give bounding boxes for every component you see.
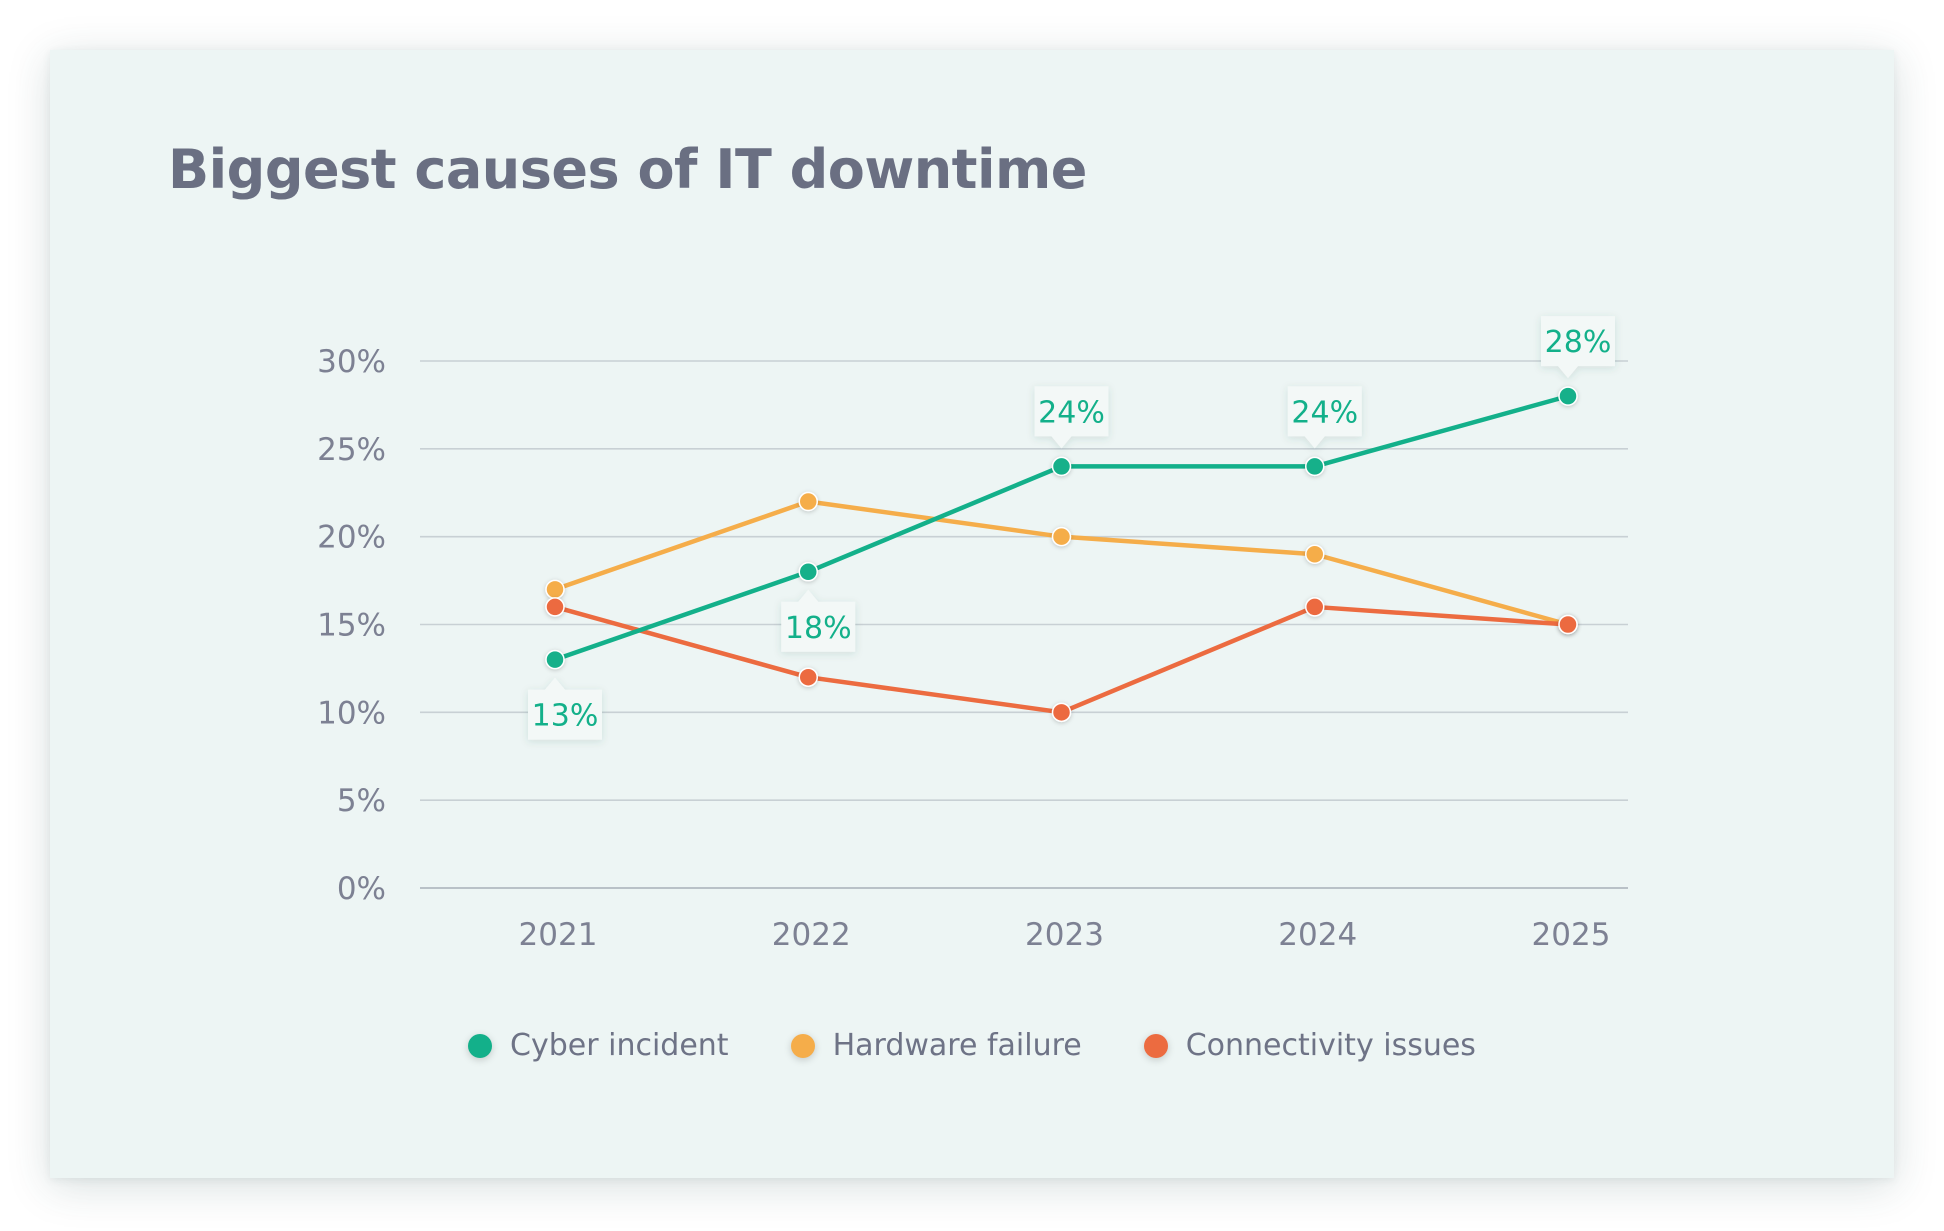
legend-marker-icon bbox=[1143, 1033, 1168, 1058]
x-axis-ticks: 2021 2022 2023 2024 2025 bbox=[519, 917, 1611, 953]
data-label-text: 28% bbox=[1545, 325, 1612, 360]
legend: Cyber incident Hardware failure Connectivi… bbox=[50, 1028, 1894, 1063]
data-label: 24% bbox=[1034, 386, 1109, 449]
x-tick-label: 2023 bbox=[1025, 917, 1104, 953]
data-point[interactable] bbox=[1558, 614, 1578, 635]
data-label-box bbox=[1034, 386, 1109, 449]
data-label-text: 24% bbox=[1038, 395, 1105, 430]
y-tick-label: 15% bbox=[317, 608, 386, 644]
data-point[interactable] bbox=[545, 579, 565, 600]
data-point[interactable] bbox=[1051, 526, 1072, 547]
y-tick-label: 0% bbox=[337, 871, 386, 907]
x-tick-label: 2024 bbox=[1278, 917, 1357, 953]
data-point[interactable] bbox=[1305, 544, 1325, 564]
y-axis-ticks: 0% 5% 10% 15% 20% 25% 30% bbox=[317, 344, 386, 907]
series-lines bbox=[545, 386, 1578, 723]
x-tick-label: 2025 bbox=[1532, 917, 1611, 953]
data-labels: 13% 18% 24% 24% 28% bbox=[528, 316, 1615, 740]
gridlines bbox=[420, 360, 1628, 889]
data-label-box bbox=[781, 589, 856, 652]
data-point[interactable] bbox=[1305, 597, 1325, 617]
y-tick-label: 25% bbox=[317, 432, 386, 468]
data-point[interactable] bbox=[1051, 702, 1072, 723]
y-tick-label: 20% bbox=[317, 520, 386, 556]
legend-item[interactable]: Cyber incident bbox=[468, 1028, 729, 1063]
series-cyber-incident bbox=[545, 386, 1578, 670]
data-point[interactable] bbox=[545, 597, 565, 617]
data-label: 13% bbox=[528, 677, 602, 740]
data-point[interactable] bbox=[545, 649, 565, 670]
data-point[interactable] bbox=[1051, 456, 1072, 477]
data-point[interactable] bbox=[1558, 386, 1578, 406]
line-chart: 0% 5% 10% 15% 20% 25% 30% 2021 2022 2023 2024 2025… bbox=[317, 316, 1628, 953]
legend-label: Cyber incident bbox=[510, 1028, 729, 1063]
chart-title: Biggest causes of IT downtime bbox=[168, 138, 1087, 201]
data-label-box bbox=[1287, 386, 1362, 449]
legend-label: Connectivity issues bbox=[1185, 1028, 1476, 1063]
legend-item[interactable]: Connectivity issues bbox=[1143, 1028, 1476, 1063]
data-label: 18% bbox=[781, 589, 856, 652]
legend-label: Hardware failure bbox=[832, 1028, 1082, 1063]
data-point[interactable] bbox=[798, 491, 818, 512]
data-label-text: 24% bbox=[1291, 395, 1358, 430]
y-tick-label: 30% bbox=[317, 344, 386, 380]
data-label-box bbox=[1541, 316, 1615, 379]
data-label: 28% bbox=[1541, 316, 1615, 379]
data-label-box bbox=[528, 677, 602, 740]
x-tick-label: 2022 bbox=[772, 917, 851, 953]
x-tick-label: 2021 bbox=[519, 917, 598, 953]
data-label-text: 18% bbox=[785, 611, 852, 646]
data-label: 24% bbox=[1287, 386, 1362, 449]
y-tick-label: 5% bbox=[337, 783, 386, 819]
data-label-text: 13% bbox=[532, 699, 599, 734]
series-line-connectivity-issues bbox=[552, 604, 1571, 715]
legend-marker-icon bbox=[468, 1033, 493, 1058]
data-point[interactable] bbox=[798, 562, 818, 582]
data-point[interactable] bbox=[798, 667, 818, 687]
series-connectivity-issues bbox=[545, 597, 1578, 723]
chart-card: Biggest causes of IT downtime 0% 5% 10% 15%… bbox=[50, 50, 1894, 1178]
legend-item[interactable]: Hardware failure bbox=[790, 1028, 1082, 1063]
data-point[interactable] bbox=[1305, 456, 1325, 477]
legend-marker-icon bbox=[790, 1033, 815, 1058]
y-tick-label: 10% bbox=[317, 695, 386, 731]
